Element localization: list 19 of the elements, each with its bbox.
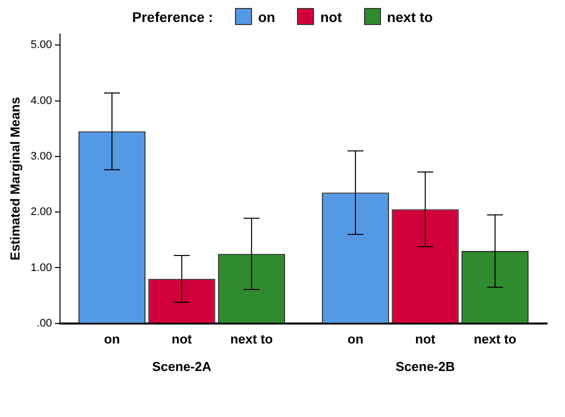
text: next to xyxy=(230,331,273,346)
y-tick-label: 4.00 xyxy=(30,94,52,107)
legend-title: Preference : xyxy=(132,8,214,24)
x-tick-label: Scene-2A xyxy=(152,358,212,374)
legend-label: next to xyxy=(386,8,433,24)
y-tick-label: 2.00 xyxy=(30,206,52,218)
y-tick-label: 3.00 xyxy=(30,150,52,162)
x-tick-label: Scene-2B xyxy=(396,358,455,374)
y-tick-label: 5.00 xyxy=(30,39,52,52)
y-tick-label: .00 xyxy=(36,317,52,330)
text: next to xyxy=(474,331,516,346)
text: on xyxy=(348,331,364,346)
legend-label: not xyxy=(320,8,342,24)
y-tick-label: 1.00 xyxy=(30,262,52,274)
y-axis-title: Estimated Marginal Means xyxy=(7,97,22,260)
text: not xyxy=(172,331,192,346)
text: not xyxy=(415,331,436,346)
legend-label: on xyxy=(258,8,276,24)
text: on xyxy=(104,331,120,346)
